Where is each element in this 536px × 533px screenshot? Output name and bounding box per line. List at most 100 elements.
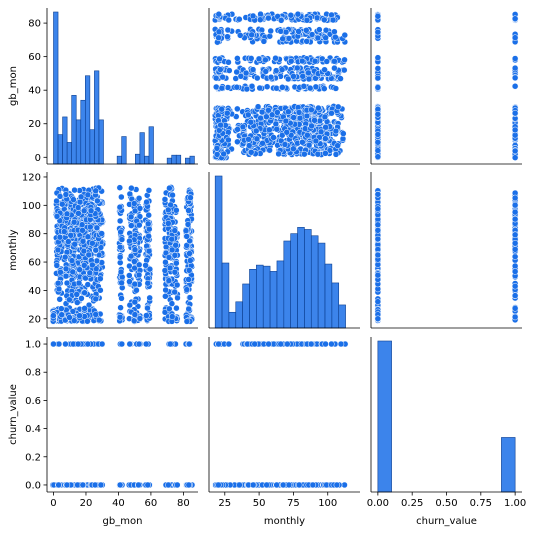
scatter-point <box>252 127 260 135</box>
scatter-point <box>234 138 241 146</box>
scatter-point <box>135 481 142 489</box>
scatter-point <box>75 279 83 287</box>
scatter-point <box>63 210 71 218</box>
scatter-point <box>374 13 382 20</box>
y-tick-label: 20 <box>28 314 41 325</box>
scatter-point <box>53 213 61 220</box>
scatter-point <box>53 197 60 205</box>
scatter-point <box>187 257 194 264</box>
scatter-point <box>233 83 241 91</box>
scatter-point <box>50 340 57 348</box>
scatter-point <box>374 191 382 198</box>
scatter-point <box>234 126 241 133</box>
scatter-point <box>68 257 76 264</box>
scatter-point <box>331 64 338 72</box>
scatter-point <box>62 340 69 348</box>
scatter-point <box>257 10 264 18</box>
scatter-point <box>511 147 519 155</box>
scatter-point <box>56 233 64 241</box>
scatter-point <box>143 312 150 319</box>
scatter-point <box>328 109 335 117</box>
scatter-point <box>254 103 262 110</box>
scatter-point <box>85 251 93 259</box>
scatter-point <box>126 340 134 348</box>
scatter-point <box>247 55 255 62</box>
histogram-bar <box>94 70 100 165</box>
scatter-point <box>96 316 103 324</box>
scatter-point <box>166 340 174 348</box>
scatter-point <box>145 232 152 240</box>
scatter-point <box>118 236 126 243</box>
scatter-point <box>267 27 274 35</box>
scatter-point <box>312 83 320 91</box>
scatter-point <box>79 227 86 234</box>
scatter-point <box>295 28 302 35</box>
panel-gb_mon-vs-monthly <box>208 8 360 165</box>
scatter-point <box>511 109 519 117</box>
scatter-point <box>511 253 519 260</box>
scatter-point <box>296 114 304 122</box>
scatter-point <box>185 481 193 489</box>
scatter-point <box>236 481 243 489</box>
panel-monthly-vs-churn_value <box>370 172 522 329</box>
histogram-bar <box>189 155 195 165</box>
scatter-point <box>84 340 92 348</box>
scatter-point <box>225 16 232 24</box>
scatter-point <box>80 207 88 215</box>
scatter-point <box>62 272 70 280</box>
scatter-point <box>70 196 77 203</box>
histogram-bar <box>256 264 264 329</box>
scatter-point <box>304 131 311 139</box>
scatter-point <box>58 200 66 208</box>
scatter-point <box>317 128 325 136</box>
scatter-point <box>374 315 382 322</box>
scatter-point <box>81 305 88 312</box>
scatter-point <box>281 141 289 148</box>
scatter-point <box>511 194 519 202</box>
scatter-point <box>131 280 139 288</box>
scatter-point <box>321 113 329 121</box>
scatter-point <box>331 28 338 35</box>
scatter-point <box>117 304 124 311</box>
scatter-point <box>374 28 382 36</box>
scatter-point <box>266 146 273 154</box>
scatter-point <box>136 315 144 322</box>
histogram-bar <box>501 437 516 493</box>
scatter-point <box>243 85 251 93</box>
x-tick-label: 25 <box>218 498 231 509</box>
scatter-point <box>184 221 192 228</box>
histogram-bar <box>185 157 191 165</box>
scatter-point <box>173 304 180 312</box>
scatter-point <box>321 16 328 24</box>
histogram-bar <box>262 265 271 329</box>
scatter-point <box>511 15 519 22</box>
histogram-bar <box>171 154 177 165</box>
scatter-point <box>172 241 179 249</box>
scatter-point <box>258 108 266 116</box>
scatter-point <box>146 265 154 273</box>
scatter-point <box>117 268 125 276</box>
scatter-point <box>131 258 138 265</box>
scatter-point <box>283 129 291 136</box>
scatter-point <box>245 142 253 149</box>
scatter-point <box>511 313 519 321</box>
scatter-point <box>263 83 271 90</box>
y-tick-label: 60 <box>28 52 41 63</box>
scatter-point <box>374 271 382 279</box>
scatter-point <box>183 233 190 240</box>
y-tick-label: 60 <box>28 258 41 269</box>
scatter-point <box>220 150 227 158</box>
scatter-point <box>282 117 290 125</box>
scatter-point <box>262 56 269 64</box>
histogram-bar <box>249 268 257 329</box>
scatter-point <box>331 58 338 65</box>
scatter-point <box>142 262 149 269</box>
scatter-point <box>253 135 261 143</box>
scatter-point <box>337 340 345 348</box>
scatter-point <box>135 261 143 269</box>
scatter-point <box>308 122 315 130</box>
scatter-point <box>285 35 293 42</box>
scatter-point <box>80 262 88 269</box>
scatter-point <box>278 66 286 73</box>
scatter-point <box>97 481 105 489</box>
